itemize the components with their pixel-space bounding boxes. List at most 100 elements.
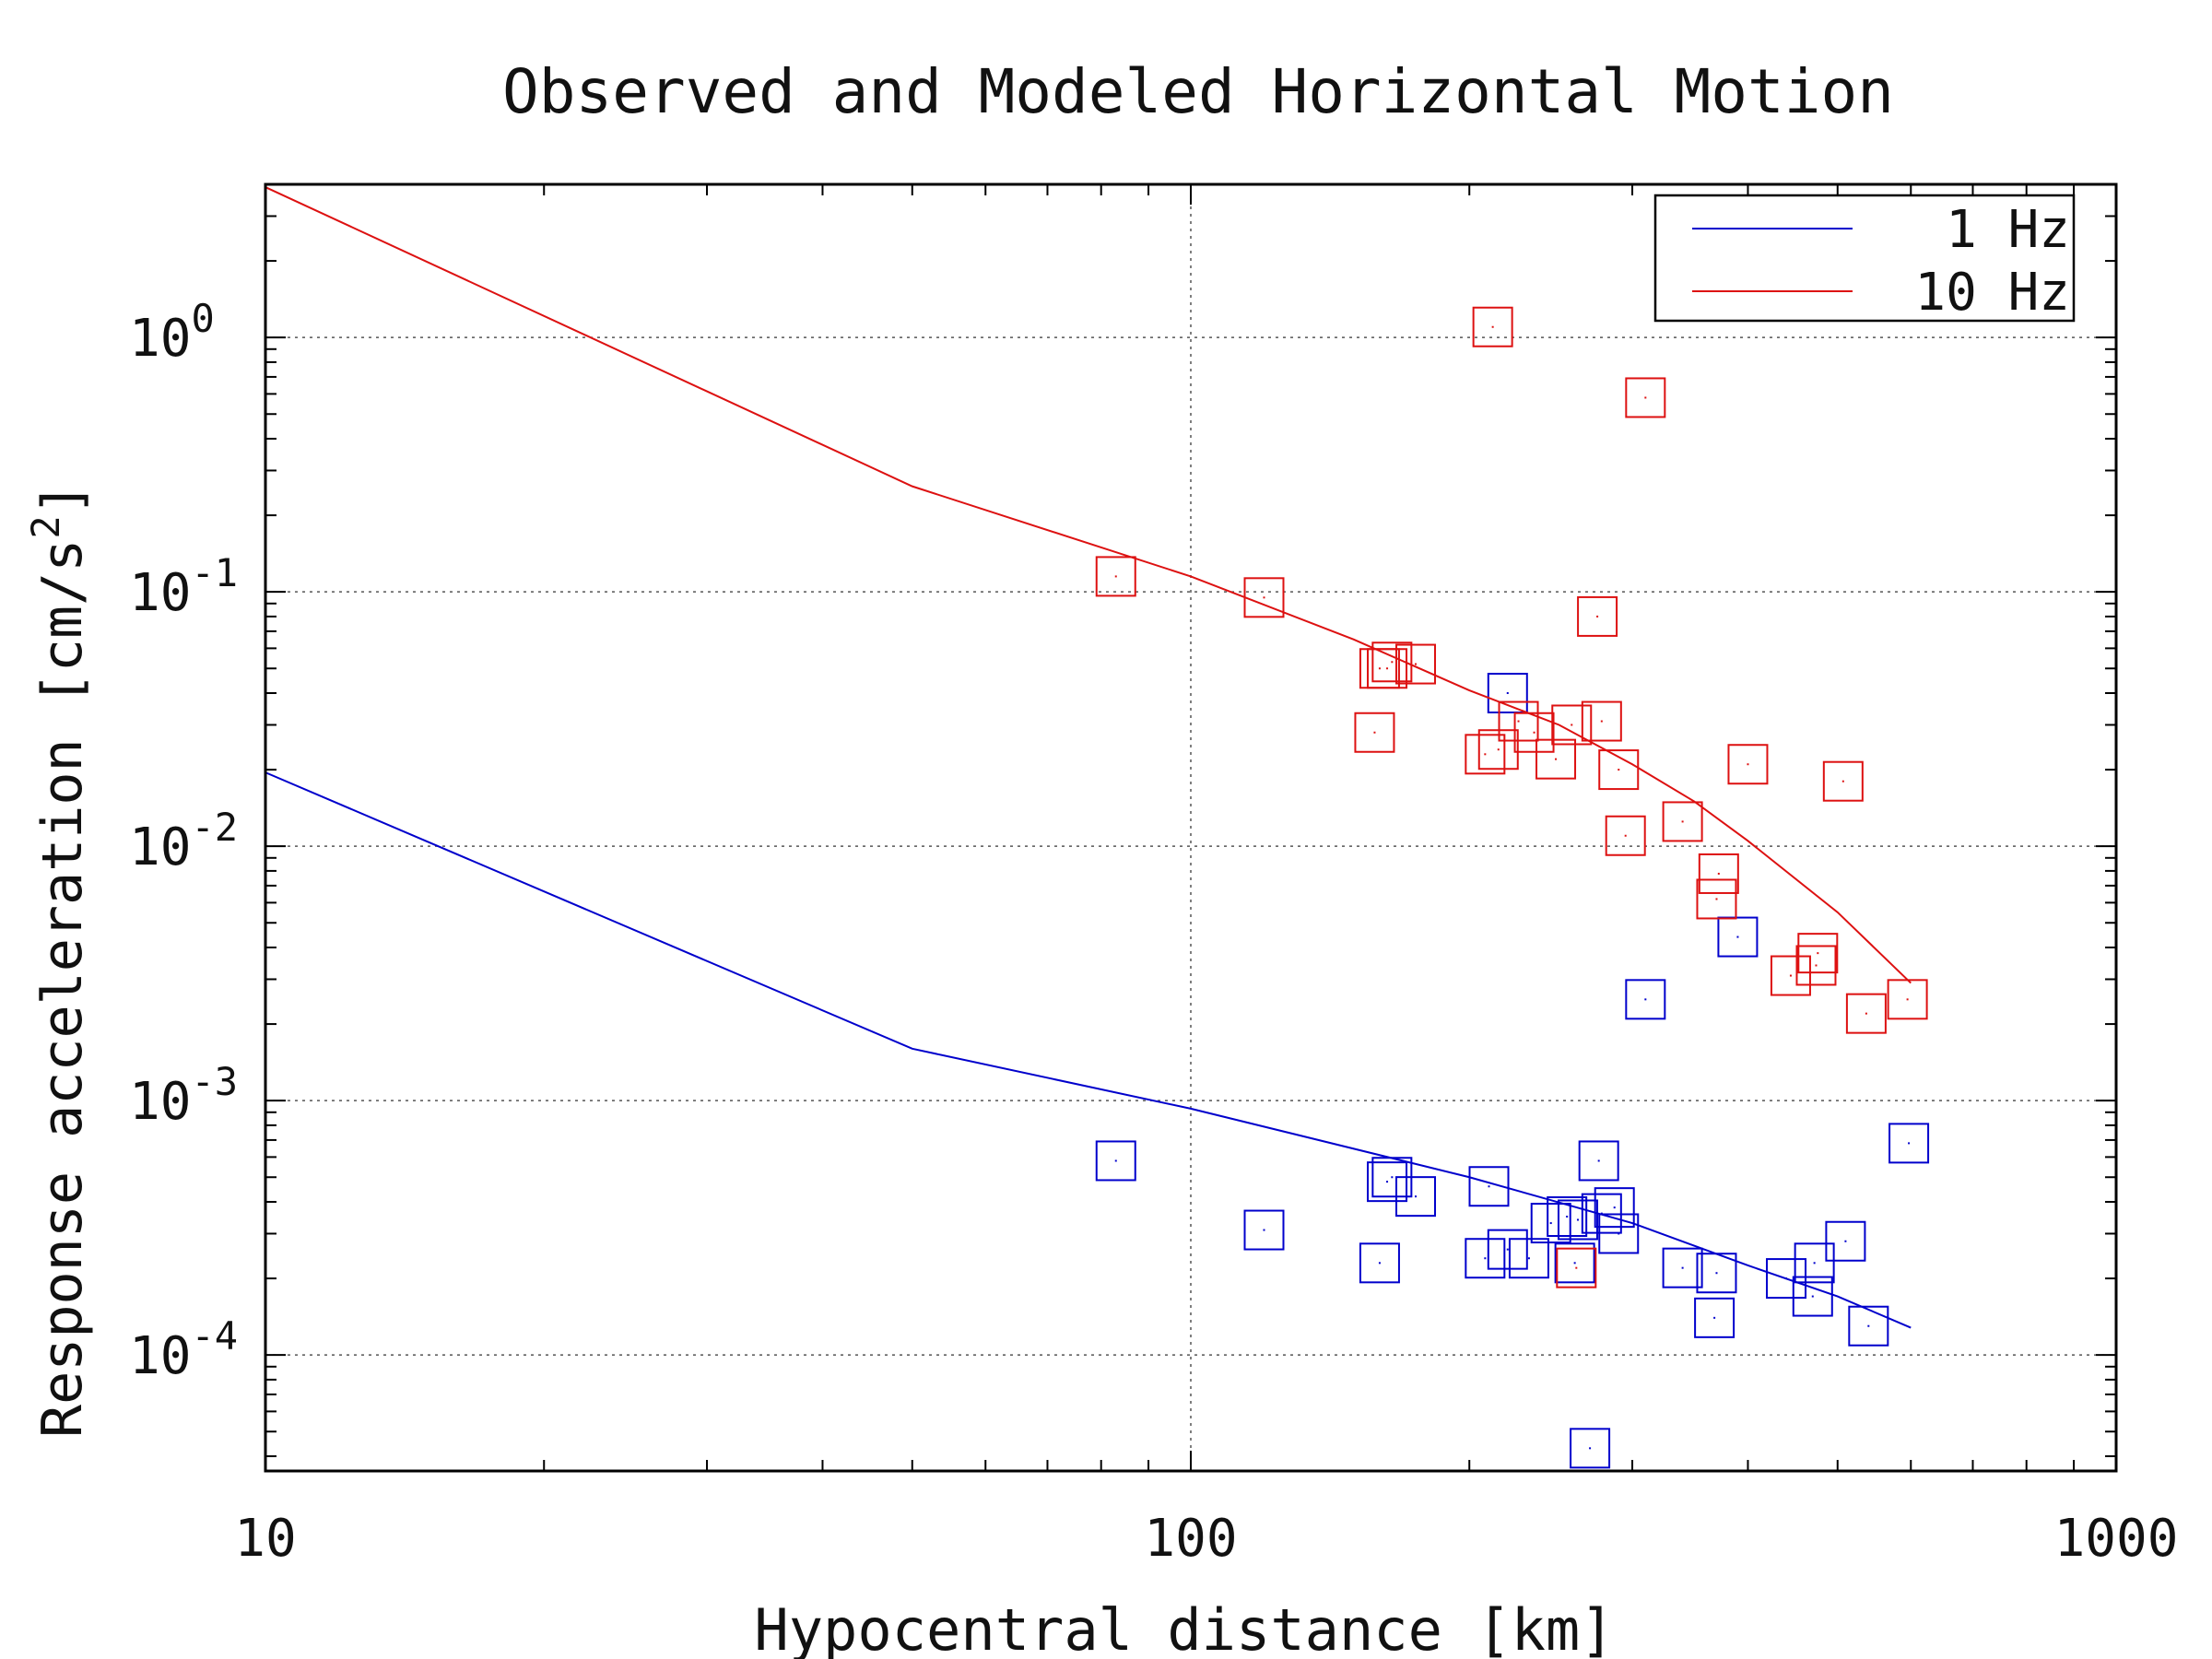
y-tick-label: 10-1	[129, 550, 238, 623]
observed-point-center	[1114, 575, 1117, 578]
observed-point-center	[1575, 1266, 1578, 1269]
observed-point-center	[1566, 1216, 1569, 1218]
x-tick-label: 100	[1144, 1509, 1237, 1569]
observed-point-center	[1114, 1159, 1117, 1162]
observed-point-center	[1571, 724, 1573, 726]
chart-title: Observed and Modeled Horizontal Motion	[502, 56, 1894, 127]
y-tick-label: 100	[129, 296, 215, 369]
observed-point	[1794, 1242, 1835, 1284]
observed-point-center	[1555, 758, 1558, 760]
observed-point-center	[1596, 615, 1599, 618]
observed-point	[1598, 749, 1640, 791]
observed-point-center	[1378, 1262, 1381, 1265]
observed-point	[1822, 760, 1864, 802]
observed-point	[1465, 1238, 1506, 1279]
observed-point	[1095, 556, 1136, 597]
observed-point	[1530, 1203, 1571, 1244]
observed-point	[1770, 955, 1811, 996]
observed-point-center	[1715, 898, 1718, 900]
observed-point	[1594, 1187, 1635, 1229]
observed-point-center	[1841, 780, 1844, 782]
observed-point	[1766, 1258, 1807, 1300]
plot-layer: 10 100 1000 100 10-1 10-2 10-3 10-4	[129, 183, 2179, 1569]
observed-point	[1727, 744, 1769, 785]
observed-point	[1547, 1196, 1588, 1238]
observed-point-center	[1811, 1295, 1814, 1298]
observed-point	[1797, 933, 1839, 974]
observed-point	[1243, 1209, 1285, 1251]
observed-point	[1359, 1242, 1400, 1284]
x-axis-label: Hypocentral distance [km]	[754, 1596, 1614, 1659]
observed-point-center	[1644, 396, 1647, 399]
observed-point-center	[1415, 1195, 1418, 1198]
observed-point	[1570, 1428, 1611, 1469]
observed-point	[1508, 1238, 1549, 1279]
observed-point-center	[1681, 1266, 1684, 1269]
observed-point-center	[1484, 753, 1487, 756]
observed-point-center	[1906, 998, 1909, 1001]
observed-point-center	[1908, 1142, 1911, 1145]
observed-point	[1095, 1140, 1136, 1182]
x-tick-label: 10	[234, 1509, 296, 1569]
observed-point-center	[1386, 1181, 1389, 1183]
observed-point	[1395, 1176, 1437, 1218]
observed-point-center	[1497, 748, 1500, 751]
observed-point-center	[1589, 1447, 1592, 1450]
observed-point-center	[1533, 731, 1535, 734]
observed-point-center	[1717, 872, 1720, 875]
observed-point	[1472, 306, 1513, 347]
observed-point-center	[1789, 974, 1792, 977]
observed-point-center	[1263, 1229, 1265, 1231]
observed-point	[1557, 1199, 1598, 1241]
observed-point-center	[1506, 1248, 1509, 1251]
observed-point	[1625, 377, 1666, 418]
observed-point-center	[1549, 1222, 1552, 1225]
observed-point	[1598, 1213, 1640, 1254]
observed-point	[1535, 738, 1577, 780]
observed-point-center	[1415, 663, 1418, 665]
observed-point	[1556, 1247, 1597, 1288]
observed-point	[1487, 672, 1528, 713]
observed-point	[1792, 1276, 1833, 1317]
observed-point-center	[1597, 1159, 1600, 1162]
observed-point-center	[1865, 1012, 1867, 1015]
observed-point	[1825, 1220, 1866, 1262]
observed-point	[1662, 1247, 1703, 1288]
legend-box	[1653, 194, 2076, 323]
observed-point	[1577, 595, 1618, 637]
observed-point	[1694, 1297, 1735, 1338]
observed-point	[1662, 801, 1703, 842]
observed-point-center	[1506, 691, 1509, 694]
observed-point	[1848, 1305, 1889, 1347]
observed-point-center	[1715, 1272, 1718, 1275]
observed-point-center	[1624, 834, 1627, 837]
observed-point	[1578, 1140, 1619, 1182]
observed-point-center	[1815, 964, 1818, 967]
y-tick-label: 10-3	[129, 1059, 238, 1132]
observed-point-center	[1263, 596, 1265, 599]
observed-point	[1888, 1123, 1930, 1164]
observed-point	[1605, 815, 1646, 856]
observed-point-center	[1600, 720, 1603, 723]
observed-point	[1487, 1229, 1528, 1270]
x-tick-label: 1000	[2054, 1509, 2179, 1569]
observed-point-center	[1644, 998, 1647, 1001]
observed-point	[1696, 1253, 1737, 1294]
observed-point-center	[1613, 1206, 1616, 1209]
observed-point-center	[1484, 1257, 1487, 1260]
observed-point	[1243, 577, 1285, 618]
model-line	[265, 186, 1912, 984]
observed-point-center	[1681, 820, 1684, 823]
observed-point	[1551, 704, 1593, 746]
observed-point-center	[1386, 667, 1389, 670]
observed-point-center	[1491, 325, 1494, 328]
observed-point-center	[1747, 763, 1749, 766]
observed-point	[1367, 1161, 1408, 1203]
legend-label: 10 Hz	[1914, 263, 2070, 323]
observed-point-center	[1618, 1232, 1620, 1235]
observed-point-center	[1813, 1262, 1816, 1265]
observed-point	[1513, 712, 1555, 753]
observed-point	[1465, 734, 1506, 775]
